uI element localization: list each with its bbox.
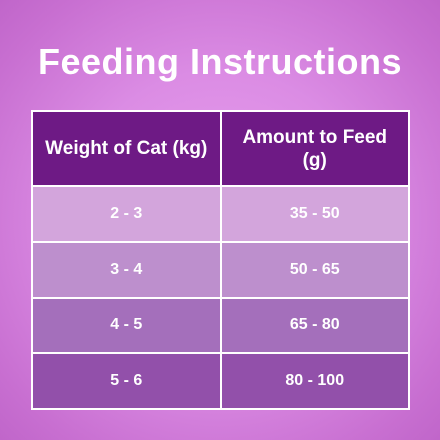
cell-weight: 2 - 3 — [33, 187, 220, 241]
table-row: 5 - 6 80 - 100 — [33, 354, 408, 408]
cell-amount: 80 - 100 — [221, 354, 408, 408]
header-weight: Weight of Cat (kg) — [33, 112, 220, 185]
cell-weight: 5 - 6 — [33, 354, 220, 408]
table-row: 4 - 5 65 - 80 — [33, 298, 408, 353]
table-header-row: Weight of Cat (kg) Amount to Feed (g) — [33, 112, 408, 185]
table-row: 2 - 3 35 - 50 — [33, 187, 408, 241]
page-title: Feeding Instructions — [37, 41, 403, 82]
cell-weight: 3 - 4 — [33, 242, 220, 297]
cell-amount: 50 - 65 — [221, 242, 408, 297]
cell-amount: 65 - 80 — [221, 298, 408, 353]
header-amount: Amount to Feed (g) — [221, 112, 408, 185]
cell-weight: 4 - 5 — [33, 298, 220, 353]
cell-amount: 35 - 50 — [221, 187, 408, 241]
feeding-table: Weight of Cat (kg) Amount to Feed (g) 2 … — [31, 110, 410, 410]
table-row: 3 - 4 50 - 65 — [33, 242, 408, 297]
